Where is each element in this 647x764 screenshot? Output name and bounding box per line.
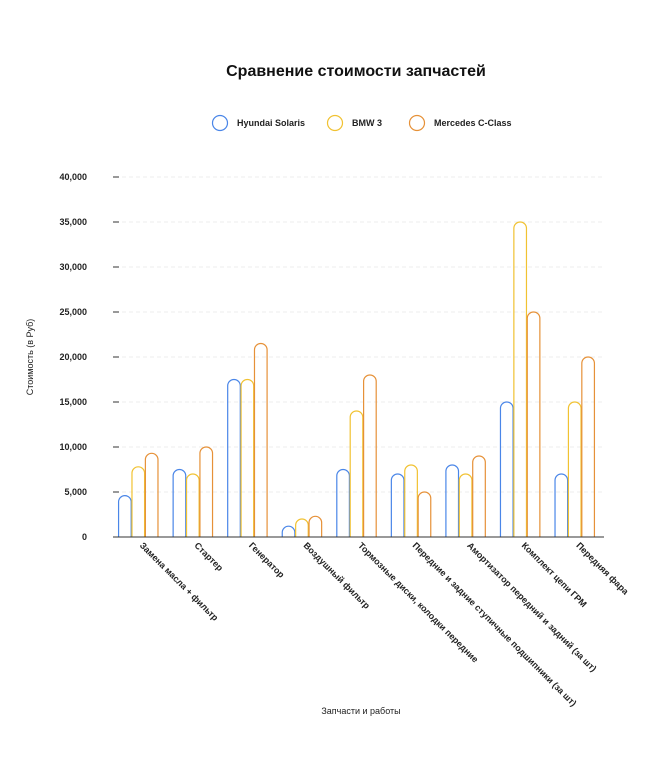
bar-hyundai-solaris (172, 468, 187, 537)
bar-mercedes-c-class (308, 515, 323, 537)
bar-bmw-3 (458, 473, 473, 537)
y-tick-label: 15,000 (59, 397, 87, 407)
bar-mercedes-c-class (526, 311, 541, 537)
bar-bmw-3 (567, 401, 582, 537)
x-tick-label: Передняя фара (574, 540, 631, 597)
bar-mercedes-c-class (472, 455, 486, 537)
x-tick-label: Генератор (247, 540, 287, 580)
legend-label: Hyundai Solaris (237, 118, 305, 128)
x-tick-label: Стартер (192, 540, 225, 573)
bar-mercedes-c-class (363, 374, 377, 537)
bar-bmw-3 (349, 410, 364, 537)
bar-mercedes-c-class (199, 446, 214, 537)
y-tick-label: 35,000 (59, 217, 87, 227)
bar-mercedes-c-class (144, 452, 159, 537)
legend-item-bmw-3: BMW 3 (326, 114, 382, 132)
x-tick-label: Тормозные диски, колодки передние (356, 540, 480, 664)
legend-item-mercedes-c-class: Mercedes C-Class (408, 114, 512, 132)
bar-bmw-3 (295, 518, 309, 537)
y-axis: 0 5,000 10,000 15,000 20,000 25,000 30,000 35,0… (59, 172, 119, 542)
bar-mercedes-c-class (417, 491, 432, 537)
bar-bmw-3 (404, 464, 418, 537)
bar-bmw-3 (185, 473, 200, 537)
bar-hyundai-solaris (281, 525, 296, 537)
legend-label: BMW 3 (352, 118, 382, 128)
bar-mercedes-c-class (253, 342, 268, 537)
y-tick-label: 0 (82, 532, 87, 542)
bar-mercedes-c-class (581, 356, 596, 537)
legend-swatch (408, 114, 426, 132)
bar-hyundai-solaris (499, 401, 514, 537)
y-tick-label: 10,000 (59, 442, 87, 452)
bar-hyundai-solaris (117, 495, 132, 537)
bar-hyundai-solaris (554, 473, 569, 537)
legend: Hyundai Solaris BMW 3 Mercedes C-Class (211, 114, 512, 132)
legend-swatch (326, 114, 344, 132)
bar-bmw-3 (513, 221, 528, 537)
y-tick-label: 40,000 (59, 172, 87, 182)
chart-title: Сравнение стоимости запчастей (226, 63, 486, 80)
legend-label: Mercedes C-Class (434, 118, 512, 128)
bar-bmw-3 (240, 378, 255, 537)
legend-swatch (211, 114, 229, 132)
bar-bmw-3 (131, 466, 146, 537)
bar-hyundai-solaris (445, 464, 460, 537)
bar-hyundai-solaris (336, 468, 350, 537)
y-tick-label: 25,000 (59, 307, 87, 317)
x-axis-title: Запчасти и работы (321, 706, 400, 716)
y-tick-label: 20,000 (59, 352, 87, 362)
legend-item-hyundai-solaris: Hyundai Solaris (211, 114, 305, 132)
bar-hyundai-solaris (390, 473, 405, 537)
bars (117, 221, 596, 537)
y-axis-title: Стоимость (в Руб) (25, 319, 35, 396)
bar-hyundai-solaris (227, 378, 241, 537)
y-tick-label: 5,000 (64, 487, 87, 497)
y-tick-label: 30,000 (59, 262, 87, 272)
